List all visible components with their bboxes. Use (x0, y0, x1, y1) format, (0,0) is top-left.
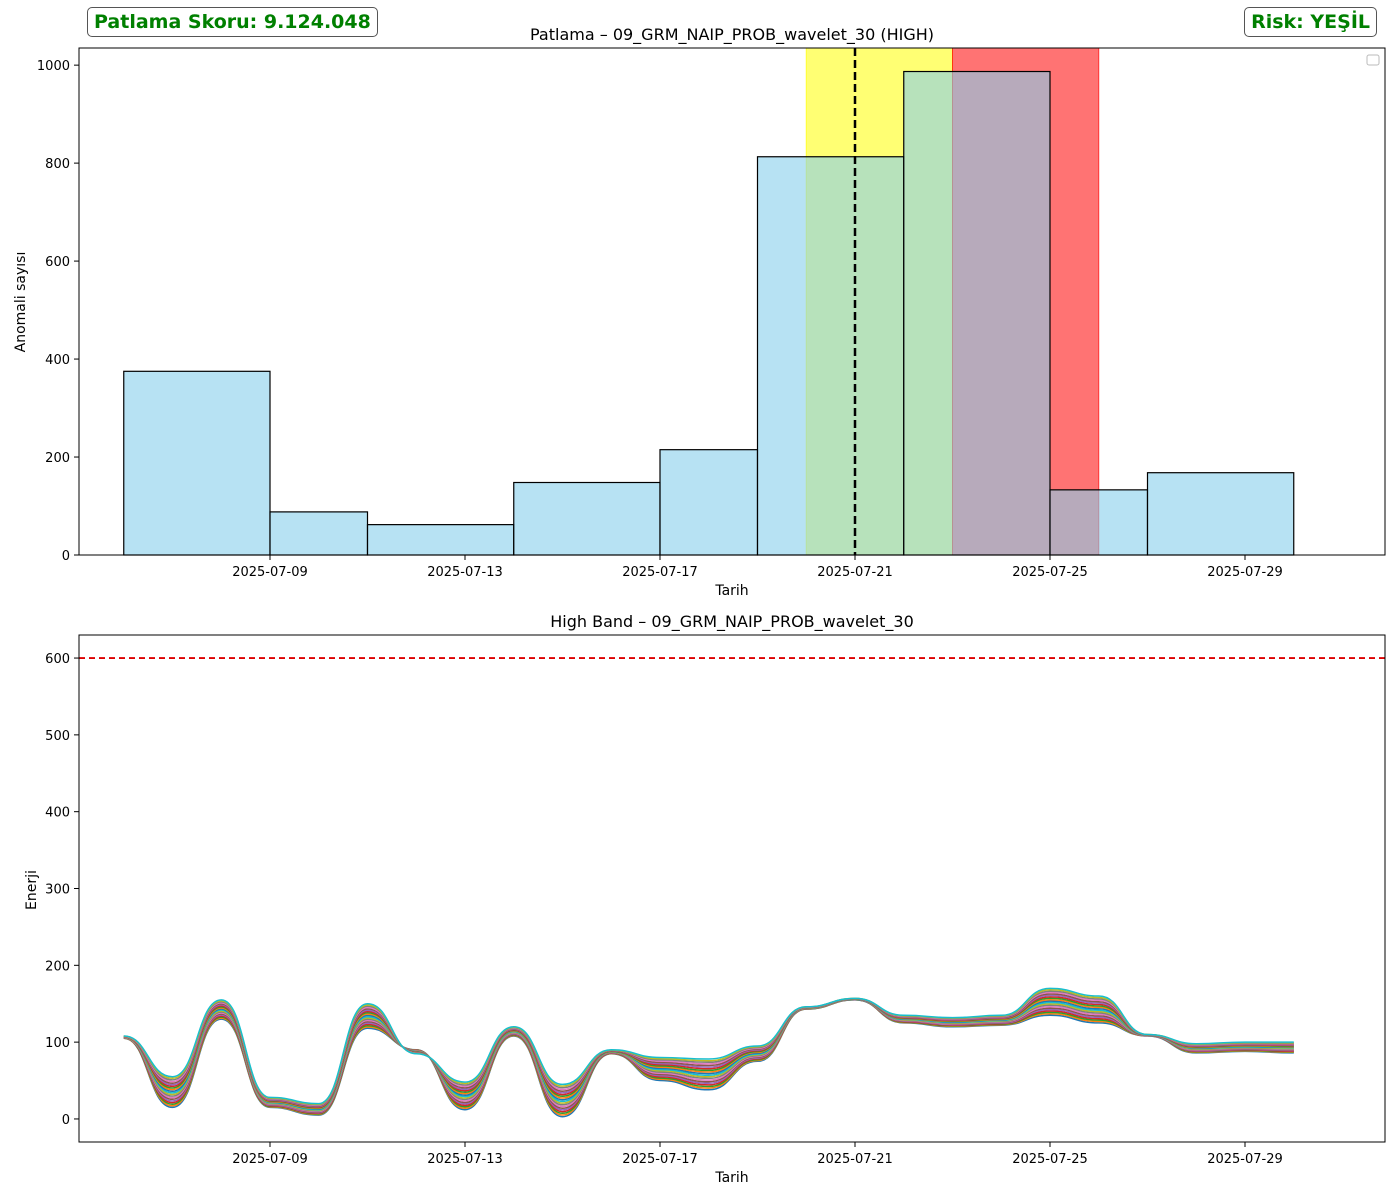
x-tick-label: 2025-07-09 (232, 1152, 308, 1167)
patlama-chart: Patlama – 09_GRM_NAIP_PROB_wavelet_30 (H… (13, 25, 1386, 599)
x-tick-label: 2025-07-17 (622, 1152, 698, 1167)
histogram-bar (269, 511, 369, 556)
y-tick-label: 600 (45, 652, 70, 667)
series-line (123, 987, 1294, 1105)
x-tick-label: 2025-07-13 (427, 1152, 503, 1167)
y-tick-label: 600 (45, 255, 70, 270)
y-tick-label: 800 (45, 157, 70, 172)
y-tick-label: 400 (45, 806, 70, 821)
histogram-bar (123, 370, 271, 556)
x-tick-label: 2025-07-25 (1012, 1152, 1088, 1167)
score-badge: Patlama Skoru: 9.124.048 (87, 7, 378, 37)
histogram-bar (1146, 472, 1295, 556)
series-group (123, 987, 1294, 1118)
y-tick-label: 0 (62, 1113, 70, 1128)
y-axis: 0 100 200 300 400 500 600 (45, 652, 79, 1128)
x-tick-label: 2025-07-13 (427, 565, 503, 580)
histogram-bar (366, 524, 515, 556)
x-axis-label: Tarih (714, 583, 748, 599)
histogram-bar (903, 70, 1051, 556)
x-axis: 2025-07-09 2025-07-13 2025-07-17 2025-07-21… (232, 1142, 1283, 1167)
x-tick-label: 2025-07-21 (817, 1152, 893, 1167)
y-tick-label: 100 (45, 1036, 70, 1051)
plot-frame (78, 47, 1386, 556)
chart-title: High Band – 09_GRM_NAIP_PROB_wavelet_30 (550, 612, 914, 632)
y-tick-label: 500 (45, 729, 70, 744)
histogram-bar (513, 481, 661, 556)
y-tick-label: 0 (62, 549, 70, 564)
y-axis: 0 200 400 600 800 1000 (37, 59, 79, 564)
x-axis: 2025-07-09 2025-07-13 2025-07-17 2025-07-21… (232, 555, 1283, 580)
x-tick-label: 2025-07-21 (817, 565, 893, 580)
x-axis-label: Tarih (714, 1170, 748, 1186)
y-tick-label: 200 (45, 959, 70, 974)
y-tick-label: 200 (45, 451, 70, 466)
y-axis-label: Anomali sayısı (13, 252, 29, 353)
x-tick-label: 2025-07-17 (622, 565, 698, 580)
high-band-chart: High Band – 09_GRM_NAIP_PROB_wavelet_30 … (24, 612, 1386, 1186)
histogram-bar (756, 156, 905, 556)
x-tick-label: 2025-07-29 (1207, 1152, 1283, 1167)
histogram-bar (659, 449, 759, 556)
x-tick-label: 2025-07-29 (1207, 565, 1283, 580)
legend-box (1366, 54, 1380, 66)
y-tick-label: 300 (45, 883, 70, 898)
bar-group (123, 70, 1295, 556)
y-tick-label: 1000 (37, 59, 70, 74)
histogram-bar (1049, 489, 1149, 556)
x-tick-label: 2025-07-25 (1012, 565, 1088, 580)
chart-title: Patlama – 09_GRM_NAIP_PROB_wavelet_30 (H… (530, 25, 934, 45)
x-tick-label: 2025-07-09 (232, 565, 308, 580)
y-axis-label: Enerji (24, 870, 40, 910)
y-tick-label: 400 (45, 353, 70, 368)
risk-badge: Risk: YEŞİL (1244, 7, 1377, 37)
